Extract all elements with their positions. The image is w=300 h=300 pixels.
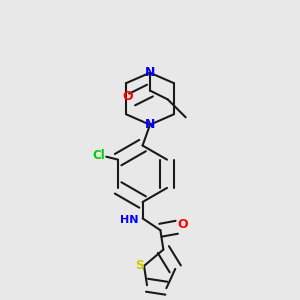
Text: N: N — [145, 118, 155, 131]
Text: N: N — [145, 66, 155, 79]
Text: Cl: Cl — [92, 149, 105, 162]
Text: O: O — [177, 218, 188, 231]
Text: HN: HN — [120, 215, 138, 225]
Text: O: O — [122, 90, 133, 103]
Text: S: S — [135, 260, 144, 272]
